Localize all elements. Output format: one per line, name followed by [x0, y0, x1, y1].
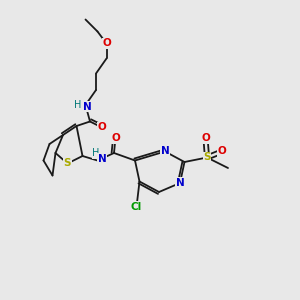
Text: N: N [98, 154, 106, 164]
Text: S: S [64, 158, 71, 169]
Text: O: O [102, 38, 111, 49]
Text: O: O [218, 146, 226, 157]
Text: N: N [176, 178, 184, 188]
Text: O: O [201, 133, 210, 143]
Text: N: N [160, 146, 169, 157]
Text: H: H [74, 100, 82, 110]
Text: Cl: Cl [131, 202, 142, 212]
Text: S: S [203, 152, 211, 163]
Text: O: O [98, 122, 106, 133]
Text: H: H [92, 148, 100, 158]
Text: N: N [82, 101, 91, 112]
Text: O: O [111, 133, 120, 143]
